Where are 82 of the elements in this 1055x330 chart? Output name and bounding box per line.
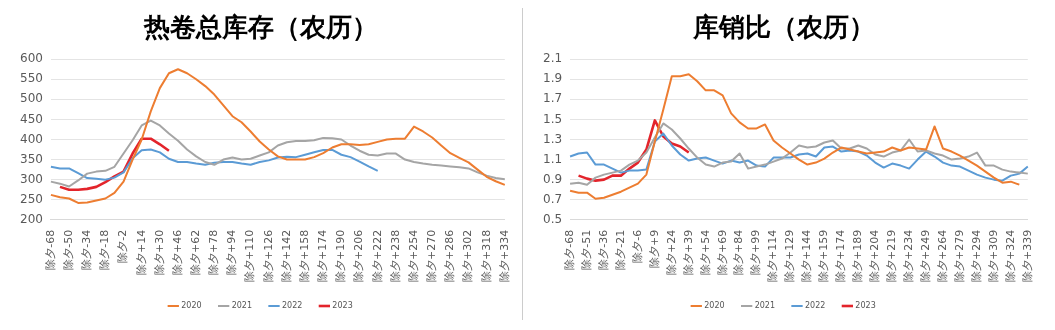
x-tick-label: 除夕-50 bbox=[61, 229, 75, 270]
x-tick-label: 除夕+126 bbox=[261, 229, 275, 283]
x-tick-label: 除夕+302 bbox=[461, 229, 475, 283]
x-tick-label: 除夕-51 bbox=[579, 229, 593, 270]
y-tick-label: 0.9 bbox=[542, 171, 563, 186]
x-tick-label: 除夕+30 bbox=[152, 229, 166, 276]
x-tick-label: 除夕+174 bbox=[316, 229, 330, 283]
x-tick-label: 除夕+46 bbox=[170, 229, 184, 276]
y-tick-label: 1.1 bbox=[542, 151, 563, 166]
x-tick-label: 除夕+234 bbox=[901, 229, 915, 283]
x-tick-label: 除夕-68 bbox=[562, 229, 576, 270]
x-tick-label: 除夕+9 bbox=[647, 229, 661, 269]
y-tick-label: 1.3 bbox=[542, 131, 563, 146]
x-tick-label: 除夕+318 bbox=[479, 229, 493, 283]
x-tick-label: 除夕+189 bbox=[851, 229, 865, 283]
legend-label: 2020 bbox=[181, 301, 202, 311]
y-tick-label: 450 bbox=[20, 111, 43, 126]
x-tick-label: 除夕+174 bbox=[834, 229, 848, 283]
legend-label: 2021 bbox=[231, 301, 252, 311]
x-tick-label: 除夕-6 bbox=[630, 229, 644, 263]
x-tick-label: 除夕+69 bbox=[715, 229, 729, 276]
y-tick-label: 1.9 bbox=[542, 71, 563, 86]
y-tick-label: 2.1 bbox=[542, 51, 563, 66]
legend-label: 2020 bbox=[704, 301, 725, 311]
x-tick-label: 除夕+24 bbox=[664, 229, 678, 276]
x-tick-label: 除夕+39 bbox=[681, 229, 695, 276]
y-tick-label: 300 bbox=[20, 171, 43, 186]
y-tick-label: 1.5 bbox=[542, 111, 563, 126]
x-tick-label: 除夕+294 bbox=[969, 229, 983, 283]
x-tick-label: 除夕+62 bbox=[189, 229, 203, 276]
x-tick-label: 除夕+54 bbox=[698, 229, 712, 276]
y-tick-label: 0.5 bbox=[542, 211, 563, 226]
y-tick-label: 0.7 bbox=[542, 191, 563, 206]
x-tick-label: 除夕-68 bbox=[43, 229, 57, 270]
x-tick-label: 除夕-36 bbox=[596, 229, 610, 270]
x-tick-label: 除夕+114 bbox=[766, 229, 780, 283]
y-tick-label: 550 bbox=[20, 71, 43, 86]
x-tick-label: 除夕+78 bbox=[207, 229, 221, 276]
x-tick-label: 除夕+204 bbox=[868, 229, 882, 283]
y-tick-label: 400 bbox=[20, 131, 43, 146]
x-tick-label: 除夕-2 bbox=[116, 229, 130, 263]
y-tick-label: 600 bbox=[20, 51, 43, 66]
x-tick-label: 除夕+142 bbox=[279, 229, 293, 283]
x-tick-label: 除夕+249 bbox=[918, 229, 932, 283]
x-tick-label: 除夕+190 bbox=[334, 229, 348, 283]
x-tick-label: 除夕+339 bbox=[1020, 229, 1034, 283]
x-tick-label: 除夕+144 bbox=[800, 229, 814, 283]
y-tick-label: 350 bbox=[20, 151, 43, 166]
x-tick-label: 除夕+14 bbox=[134, 229, 148, 276]
x-tick-label: 除夕+286 bbox=[443, 229, 457, 283]
x-tick-label: 除夕+334 bbox=[497, 229, 511, 283]
x-tick-label: 除夕+129 bbox=[783, 229, 797, 283]
legend-label: 2023 bbox=[332, 301, 353, 311]
x-tick-label: 除夕+159 bbox=[817, 229, 831, 283]
x-tick-label: 除夕+222 bbox=[370, 229, 384, 283]
x-tick-label: 除夕+238 bbox=[388, 229, 402, 283]
y-tick-label: 500 bbox=[20, 91, 43, 106]
x-tick-label: 除夕+158 bbox=[297, 229, 311, 283]
y-tick-label: 1.7 bbox=[542, 91, 563, 106]
chart-title: 热卷总库存（农历） bbox=[143, 12, 378, 43]
y-tick-label: 200 bbox=[20, 211, 43, 226]
x-tick-label: 除夕+110 bbox=[243, 229, 257, 283]
x-tick-label: 除夕+309 bbox=[986, 229, 1000, 283]
x-tick-label: 除夕+206 bbox=[352, 229, 366, 283]
x-tick-label: 除夕+324 bbox=[1003, 229, 1017, 283]
legend-label: 2022 bbox=[805, 301, 826, 311]
x-tick-label: 除夕+279 bbox=[952, 229, 966, 283]
x-tick-label: 除夕+219 bbox=[885, 229, 899, 283]
x-tick-label: 除夕+264 bbox=[935, 229, 949, 283]
x-tick-label: 除夕+254 bbox=[406, 229, 420, 283]
legend-label: 2022 bbox=[282, 301, 303, 311]
y-tick-label: 250 bbox=[20, 191, 43, 206]
x-tick-label: 除夕+270 bbox=[425, 229, 439, 283]
x-tick-label: 除夕+99 bbox=[749, 229, 763, 276]
chart-title: 库销比（农历） bbox=[692, 12, 875, 43]
x-tick-label: 除夕-34 bbox=[80, 229, 94, 270]
x-tick-label: 除夕+84 bbox=[732, 229, 746, 276]
x-tick-label: 除夕-18 bbox=[98, 229, 112, 270]
legend-label: 2021 bbox=[754, 301, 775, 311]
x-tick-label: 除夕+94 bbox=[225, 229, 239, 276]
x-tick-label: 除夕-21 bbox=[613, 229, 627, 270]
legend-label: 2023 bbox=[855, 301, 876, 311]
